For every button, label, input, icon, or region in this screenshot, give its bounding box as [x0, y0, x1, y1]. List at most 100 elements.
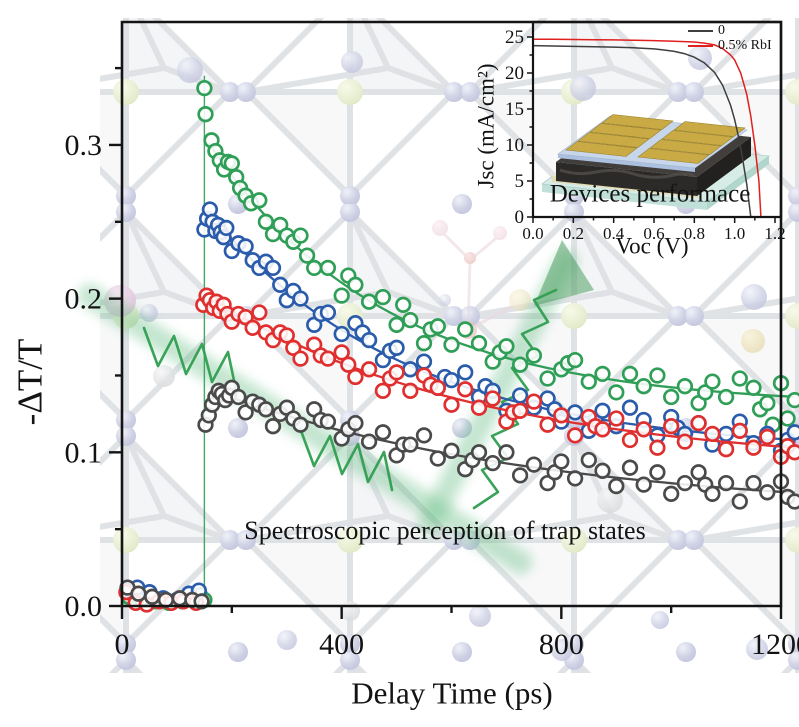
inset-y-tick-label: 15	[505, 99, 524, 120]
data-point-black	[484, 454, 501, 472]
data-point-green	[731, 370, 748, 387]
data-point-black	[319, 413, 337, 430]
data-point-red	[511, 402, 529, 419]
inset-y-tick-label: 0	[515, 207, 525, 228]
data-point-red	[251, 304, 268, 321]
data-point-red	[745, 439, 762, 456]
inset-axis-frame	[531, 20, 783, 219]
jv-curve-0	[532, 44, 752, 218]
inset-y-tick-label: 25	[505, 27, 524, 48]
data-point-red	[484, 390, 501, 407]
data-point-red	[704, 425, 721, 443]
data-point-blue	[360, 331, 378, 349]
data-point-blue	[264, 259, 282, 277]
data-point-green	[704, 373, 721, 390]
data-point-black	[470, 444, 488, 461]
data-point-green	[443, 336, 460, 353]
main-y-tick-label: 0.0	[65, 590, 103, 623]
data-point-red	[566, 427, 584, 444]
data-point-green	[525, 347, 543, 364]
data-point-red	[360, 361, 378, 378]
inset-y-tick-label: 10	[505, 135, 524, 156]
data-point-black	[498, 444, 515, 461]
inset-x-tick-label: 1.2	[764, 224, 785, 243]
data-point-green	[697, 384, 714, 401]
data-point-black	[553, 453, 570, 470]
data-point-red	[340, 356, 357, 373]
data-point-black	[415, 427, 433, 444]
data-point-blue	[319, 304, 337, 321]
data-point-green	[635, 378, 652, 395]
main-x-tick-label: 800	[539, 628, 584, 661]
data-point-green	[663, 388, 680, 406]
data-point-black	[649, 464, 666, 481]
data-point-green	[415, 335, 433, 352]
data-point-green	[594, 365, 611, 383]
data-point-black	[292, 416, 309, 433]
data-point-green	[745, 379, 762, 396]
data-point-green	[457, 321, 474, 338]
data-point-red	[676, 433, 694, 450]
device-schematic	[540, 114, 771, 210]
data-point-blue	[388, 339, 405, 356]
main-y-tick-label: 0.2	[65, 283, 103, 316]
jv-curve-0-5-RbI	[532, 38, 762, 218]
data-point-black	[731, 493, 748, 510]
data-point-red	[608, 410, 625, 427]
data-point-black	[635, 476, 652, 493]
data-point-black	[347, 414, 364, 432]
data-point-green	[566, 351, 584, 369]
inset-x-tick-label: 0.0	[522, 224, 543, 243]
data-point-red	[731, 422, 748, 439]
data-point-black	[360, 433, 378, 450]
data-point-black	[157, 591, 175, 609]
data-point-blue	[511, 387, 529, 404]
data-point-green	[196, 79, 213, 97]
data-point-blue	[457, 364, 474, 381]
data-point-black	[264, 418, 282, 435]
data-point-blue	[272, 276, 289, 293]
data-point-green	[388, 316, 405, 333]
data-point-blue	[292, 290, 309, 307]
data-point-black	[704, 485, 721, 502]
data-point-red	[663, 418, 680, 435]
data-point-blue	[786, 424, 799, 441]
data-point-black	[580, 451, 597, 469]
data-point-black	[690, 464, 707, 481]
data-point-green	[498, 338, 515, 355]
data-point-blue	[566, 404, 584, 421]
data-point-green	[306, 259, 323, 277]
inset-x-axis-label: Voc (V)	[615, 233, 689, 259]
data-point-green	[251, 192, 268, 209]
data-point-black	[786, 493, 799, 510]
data-point-black	[621, 459, 639, 476]
data-point-green	[429, 318, 446, 335]
main-x-axis-label: Delay Time (ps)	[351, 675, 553, 711]
data-point-red	[649, 439, 666, 456]
data-point-red	[553, 407, 570, 424]
data-point-red	[470, 399, 488, 416]
data-point-blue	[443, 371, 460, 389]
legend-line-swatch-1	[688, 44, 713, 47]
data-point-black	[257, 401, 275, 418]
data-point-blue	[415, 353, 433, 370]
data-point-red	[759, 428, 776, 446]
data-point-green	[402, 311, 419, 329]
data-point-green	[786, 391, 799, 409]
data-point-black	[443, 442, 460, 459]
data-point-green	[333, 287, 350, 304]
data-point-red	[402, 382, 419, 399]
data-point-green	[779, 410, 796, 427]
data-point-black	[374, 424, 392, 441]
data-point-red	[443, 396, 460, 413]
inset-x-tick-label: 0.2	[563, 224, 584, 243]
data-point-green	[347, 276, 364, 293]
data-point-green	[197, 106, 214, 123]
data-point-green	[292, 227, 309, 244]
data-point-black	[511, 467, 529, 484]
data-point-black	[608, 477, 625, 495]
data-point-blue	[237, 238, 254, 255]
